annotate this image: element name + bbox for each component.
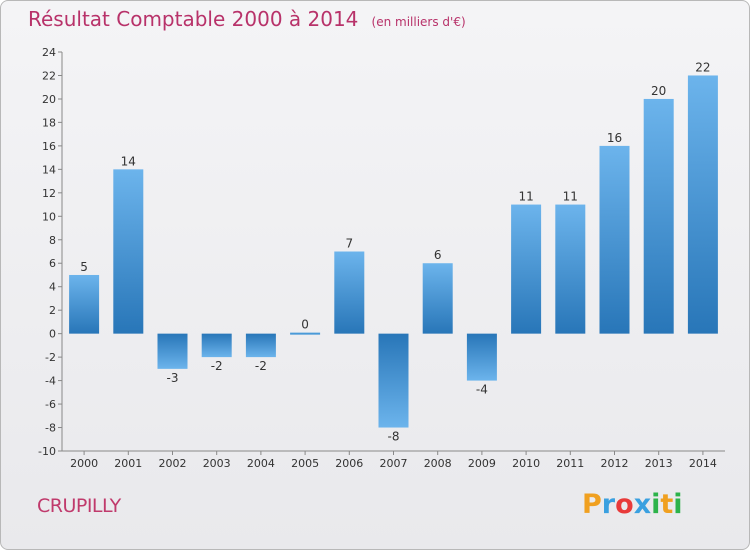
y-tick-label: 18 [42,116,56,129]
y-tick-label: 24 [42,46,56,59]
data-label-2008: 6 [434,248,442,262]
data-label-2005: 0 [301,318,309,332]
y-tick-label: 2 [49,304,56,317]
bar-2005 [290,332,321,335]
y-tick-label: 6 [49,257,56,270]
data-label-2014: 22 [695,60,710,74]
bar-2014 [687,75,718,334]
bar-2011 [555,204,586,334]
y-tick-label: 16 [42,140,56,153]
x-tick-label: 2013 [645,457,673,470]
bar-2000 [69,274,100,334]
x-tick-label: 2011 [556,457,584,470]
bar-2008 [422,263,453,334]
y-tick-label: 12 [42,187,56,200]
logo-letter: o [615,489,634,520]
bar-2007 [378,333,409,428]
x-tick-label: 2006 [335,457,363,470]
x-tick-label: 2009 [468,457,496,470]
bars [69,75,718,428]
y-tick-label: 20 [42,93,56,106]
x-tick-label: 2007 [380,457,408,470]
y-tick-label: -10 [38,445,56,458]
data-label-2009: -4 [476,383,488,397]
bar-2006 [334,251,365,334]
bar-2003 [201,333,232,358]
logo-letter: t [660,489,674,520]
x-tick-label: 2000 [70,457,98,470]
x-tick-label: 2001 [114,457,142,470]
title-row: Résultat Comptable 2000 à 2014 (en milli… [28,7,466,31]
y-tick-label: 4 [49,281,56,294]
data-label-2000: 5 [80,260,88,274]
logo-letter: x [633,489,652,520]
chart-subtitle: (en milliers d'€) [371,15,466,29]
y-tick-label: 10 [42,210,56,223]
bar-2004 [245,333,276,358]
proxiti-logo: Proxiti [582,489,683,520]
town-name: CRUPILLY [37,495,121,517]
bar-2013 [643,98,674,334]
x-tick-label: 2012 [601,457,629,470]
y-tick-label: -8 [45,422,56,435]
bar-2002 [157,333,188,369]
data-label-2010: 11 [518,190,533,204]
x-tick-label: 2014 [689,457,717,470]
y-tick-label: -2 [45,351,56,364]
data-label-2004: -2 [255,359,267,373]
x-tick-label: 2005 [291,457,319,470]
bar-2010 [511,204,542,334]
y-tick-label: 14 [42,163,56,176]
y-tick-label: -6 [45,398,56,411]
logo-letter: i [651,489,661,520]
logo-letter: i [673,489,683,520]
x-tick-label: 2010 [512,457,540,470]
data-label-2013: 20 [651,84,666,98]
data-labels: 5 14 -3 -2 -2 0 7 -8 6 -4 11 11 16 20 22 [80,60,710,443]
logo-letter: P [582,489,602,520]
y-tick-label: 8 [49,234,56,247]
data-label-2001: 14 [121,154,136,168]
y-tick-label: 0 [49,328,56,341]
data-label-2003: -2 [211,359,223,373]
bar-2001 [113,169,144,334]
y-tick-label: 22 [42,69,56,82]
x-tick-label: 2008 [424,457,452,470]
data-label-2012: 16 [607,131,622,145]
x-tick-label: 2003 [203,457,231,470]
x-tick-label: 2002 [159,457,187,470]
data-label-2011: 11 [563,190,578,204]
x-tick-label: 2004 [247,457,275,470]
logo-letter: r [601,489,616,520]
bar-2009 [466,333,497,381]
data-label-2002: -3 [167,371,179,385]
chart-title: Résultat Comptable 2000 à 2014 [28,7,359,31]
y-tick-label: -4 [45,375,56,388]
data-label-2006: 7 [345,237,353,251]
bar-2012 [599,145,630,334]
data-label-2007: -8 [388,430,400,444]
